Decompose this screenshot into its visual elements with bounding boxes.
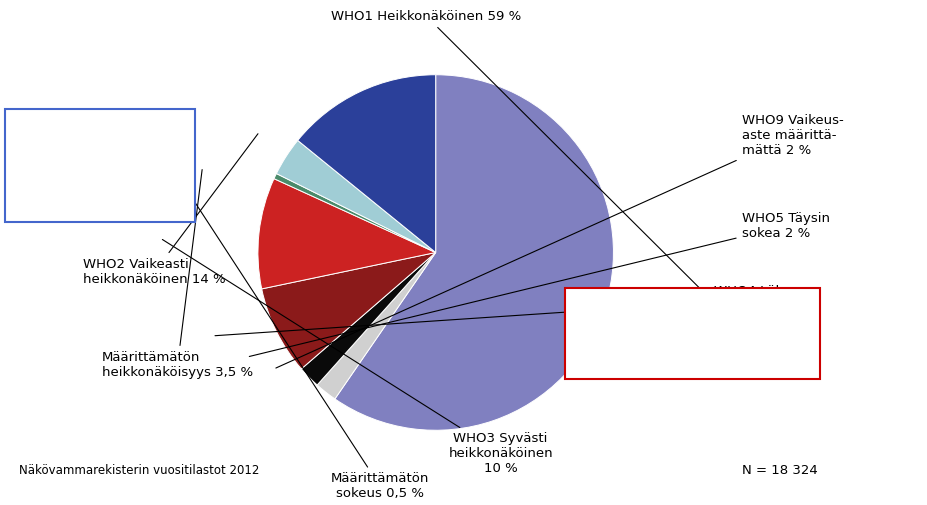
Text: WHO4 Lähes
sokea 8 %: WHO4 Lähes sokea 8 % <box>215 285 799 336</box>
Text: Määrittämätön
sokeus 0,5 %: Määrittämätön sokeus 0,5 % <box>185 188 429 500</box>
Wedge shape <box>301 252 436 385</box>
Text: WHO1 Heikkonäköinen 59 %: WHO1 Heikkonäköinen 59 % <box>331 10 699 287</box>
Wedge shape <box>298 75 436 252</box>
Text: WHO3 Syvästi
heikkonäköinen
10 %: WHO3 Syvästi heikkonäköinen 10 % <box>162 239 552 475</box>
Text: WHO5 Täysin
sokea 2 %: WHO5 Täysin sokea 2 % <box>249 212 830 357</box>
Wedge shape <box>335 75 614 430</box>
FancyBboxPatch shape <box>565 288 820 379</box>
Wedge shape <box>274 174 436 252</box>
FancyBboxPatch shape <box>5 109 195 222</box>
Text: Määrittämätön
heikkonäköisyys 3,5 %: Määrittämätön heikkonäköisyys 3,5 % <box>102 170 253 379</box>
Wedge shape <box>261 252 436 369</box>
Text: N = 18 324: N = 18 324 <box>742 464 818 477</box>
Wedge shape <box>317 252 436 399</box>
Wedge shape <box>258 179 436 289</box>
Text: WHO2 Vaikeasti
heikkonäköinen 14 %: WHO2 Vaikeasti heikkonäköinen 14 % <box>83 134 258 285</box>
Text: Näkövammarekisterin vuositilastot 2012: Näkövammarekisterin vuositilastot 2012 <box>19 464 259 477</box>
Text: Sokeat yhteensä 21%
(luokat 3, 4 ja 5 sekä
määrittämätön): Sokeat yhteensä 21% (luokat 3, 4 ja 5 se… <box>621 298 766 346</box>
Text: WHO9 Vaikeus-
aste määrittä-
mättä 2 %: WHO9 Vaikeus- aste määrittä- mättä 2 % <box>276 114 844 368</box>
Text: Heikkonäköiset
yhteensä 76 %
(luokat 1 ja 2 sekä
määrittämätön): Heikkonäköiset yhteensä 76 % (luokat 1 j… <box>38 119 160 184</box>
Wedge shape <box>276 140 436 252</box>
